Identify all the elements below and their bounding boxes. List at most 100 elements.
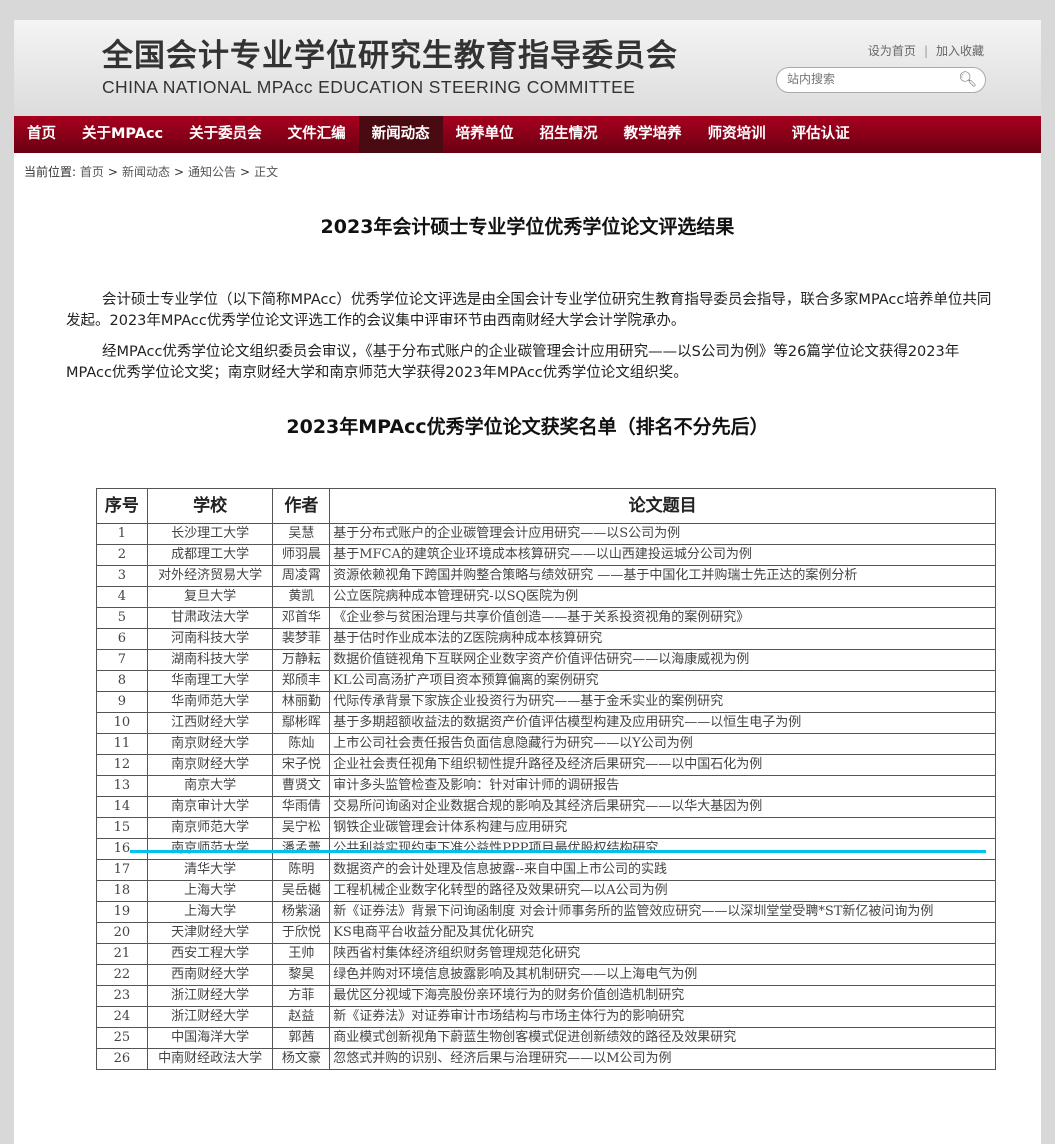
table-row: 12 南京财经大学 宋子悦 企业社会责任视角下组织韧性提升路径及经济后果研究——以中国… [96,754,996,776]
author-cell: 于欣悦 [272,922,331,944]
set-home-link[interactable]: 设为首页 [867,44,916,58]
site-header: 全国会计专业学位研究生教育指导委员会 CHINA NATIONAL MPAcc … [14,20,1041,116]
school-cell: 复旦大学 [146,586,274,608]
table-row: 3 对外经济贸易大学 周凌霄 资源依赖视角下跨国并购整合策略与绩效研究 ——基于中国化… [96,565,996,587]
table-row: 10 江西财经大学 鄢彬晖 基于多期超额收益法的数据资产价值评估模型构建及应用研究——… [96,712,996,734]
page-container: 全国会计专业学位研究生教育指导委员会 CHINA NATIONAL MPAcc … [14,20,1041,1144]
main-nav: 首页 关于MPAcc 关于委员会 文件汇编 新闻动态 培养单位 招生情况 教学培养 师资培训 评估… [14,116,1041,153]
school-cell: 上海大学 [146,901,274,923]
site-logo-cn[interactable]: 全国会计专业学位研究生教育指导委员会 [102,38,678,74]
rank-cell: 10 [96,712,148,734]
search-input[interactable] [785,71,949,87]
rank-cell: 6 [96,628,148,650]
school-cell: 南京财经大学 [146,733,274,755]
column-header: 作者 [272,488,331,524]
site-search: 🔍︎ [776,67,986,93]
thesis-title-cell: 基于分布式账户的企业碳管理会计应用研究——以S公司为例 [329,523,996,545]
nav-item[interactable]: 教学培养 [623,126,682,142]
rank-cell: 14 [96,796,148,818]
thesis-title-cell: 忽悠式并购的识别、经济后果与治理研究——以M公司为例 [329,1048,996,1070]
thesis-title-cell: 上市公司社会责任报告负面信息隐藏行为研究——以Y公司为例 [329,733,996,755]
school-cell: 上海大学 [146,880,274,902]
school-cell: 长沙理工大学 [146,523,274,545]
nav-item[interactable]: 关于MPAcc [82,126,164,142]
nav-item[interactable]: 招生情况 [539,126,598,142]
thesis-title-cell: 审计多头监管检查及影响：针对审计师的调研报告 [329,775,996,797]
author-cell: 周凌霄 [272,565,331,587]
table-row: 23 浙江财经大学 方菲 最优区分视域下海亮股份亲环境行为的财务价值创造机制研究 [96,985,996,1007]
rank-cell: 24 [96,1006,148,1028]
author-cell: 郑颀丰 [272,670,331,692]
table-row: 1 长沙理工大学 吴慧 基于分布式账户的企业碳管理会计应用研究——以S公司为例 [96,523,996,545]
author-cell: 陈灿 [272,733,331,755]
breadcrumb-separator: > [173,165,185,179]
thesis-title-cell: 公立医院病种成本管理研究-以SQ医院为例 [329,586,996,608]
school-cell: 华南理工大学 [146,670,274,692]
author-cell: 吴岳樾 [272,880,331,902]
rank-cell: 4 [96,586,148,608]
school-cell: 天津财经大学 [146,922,274,944]
nav-item[interactable]: 师资培训 [707,126,766,142]
separator: | [923,44,928,58]
thesis-title-cell: 工程机械企业数字化转型的路径及效果研究—以A公司为例 [329,880,996,902]
nav-item[interactable]: 评估认证 [791,126,850,142]
school-cell: 中国海洋大学 [146,1027,274,1049]
breadcrumb-item: 正文 [254,165,279,179]
table-row: 14 南京审计大学 华雨倩 交易所问询函对企业数据合规的影响及其经济后果研究——以华大… [96,796,996,818]
school-cell: 浙江财经大学 [146,985,274,1007]
nav-item[interactable]: 首页 [27,126,56,142]
award-table-wrapper: 序号 学校 作者 论文题目 1 长沙理工大学 吴慧 基于分布式账户的企业碳管理会计应用研究—… [96,488,996,1070]
breadcrumb-item[interactable]: 新闻动态 [121,165,170,179]
author-cell: 宋子悦 [272,754,331,776]
add-favorite-link[interactable]: 加入收藏 [935,44,984,58]
table-row: 8 华南理工大学 郑颀丰 KL公司高汤扩产项目资本预算偏离的案例研究 [96,670,996,692]
column-header: 学校 [146,488,274,524]
author-cell: 黄凯 [272,586,331,608]
author-cell: 陈明 [272,859,331,881]
table-row: 22 西南财经大学 黎昊 绿色并购对环境信息披露影响及其机制研究——以上海电气为例 [96,964,996,986]
nav-item[interactable]: 文件汇编 [287,126,346,142]
author-cell: 万静耘 [272,649,331,671]
nav-item[interactable]: 培养单位 [455,126,514,142]
school-cell: 对外经济贸易大学 [146,565,274,587]
thesis-title-cell: 资源依赖视角下跨国并购整合策略与绩效研究 ——基于中国化工并购瑞士先正达的案例分… [329,565,996,587]
article-paragraph: 会计硕士专业学位（以下简称MPAcc）优秀学位论文评选是由全国会计专业学位研究生… [66,292,992,329]
school-cell: 西安工程大学 [146,943,274,965]
nav-item[interactable]: 新闻动态 [358,116,443,153]
rank-cell: 16 [96,838,148,860]
author-cell: 郭茜 [272,1027,331,1049]
thesis-title-cell: 基于估时作业成本法的Z医院病种成本核算研究 [329,628,996,650]
breadcrumb-separator: > [240,165,251,179]
search-icon[interactable]: 🔍︎ [957,70,977,88]
breadcrumb-item[interactable]: 首页 [79,165,104,179]
column-header: 论文题目 [329,488,996,524]
rank-cell: 20 [96,922,148,944]
author-cell: 邓首华 [272,607,331,629]
nav-item[interactable]: 关于委员会 [189,126,262,142]
author-cell: 黎昊 [272,964,331,986]
author-cell: 裴梦菲 [272,628,331,650]
author-cell: 曹贤文 [272,775,331,797]
rank-cell: 22 [96,964,148,986]
article-paragraph: 经MPAcc优秀学位论文组织委员会审议，《基于分布式账户的企业碳管理会计应用研究… [66,344,960,381]
table-row: 25 中国海洋大学 郭茜 商业模式创新视角下蔚蓝生物创客模式促进创新绩效的路径及效果研… [96,1027,996,1049]
school-cell: 华南师范大学 [146,691,274,713]
thesis-title-cell: 绿色并购对环境信息披露影响及其机制研究——以上海电气为例 [329,964,996,986]
rank-cell: 7 [96,649,148,671]
breadcrumb: 当前位置: 首页 > 新闻动态 > 通知公告 > 正文 [24,164,278,180]
author-cell: 华雨倩 [272,796,331,818]
thesis-title-cell: 基于MFCA的建筑企业环境成本核算研究——以山西建投运城分公司为例 [329,544,996,566]
school-cell: 南京财经大学 [146,754,274,776]
rank-cell: 15 [96,817,148,839]
rank-cell: 21 [96,943,148,965]
author-cell: 林丽勤 [272,691,331,713]
rank-cell: 25 [96,1027,148,1049]
breadcrumb-item[interactable]: 通知公告 [188,165,237,179]
thesis-title-cell: 公共利益实现约束下准公益性PPP项目最优股权结构研究 [329,838,996,860]
author-cell: 杨紫涵 [272,901,331,923]
table-row: 21 西安工程大学 王帅 陕西省村集体经济组织财务管理规范化研究 [96,943,996,965]
rank-cell: 23 [96,985,148,1007]
school-cell: 湖南科技大学 [146,649,274,671]
rank-cell: 17 [96,859,148,881]
thesis-title-cell: 基于多期超额收益法的数据资产价值评估模型构建及应用研究——以恒生电子为例 [329,712,996,734]
